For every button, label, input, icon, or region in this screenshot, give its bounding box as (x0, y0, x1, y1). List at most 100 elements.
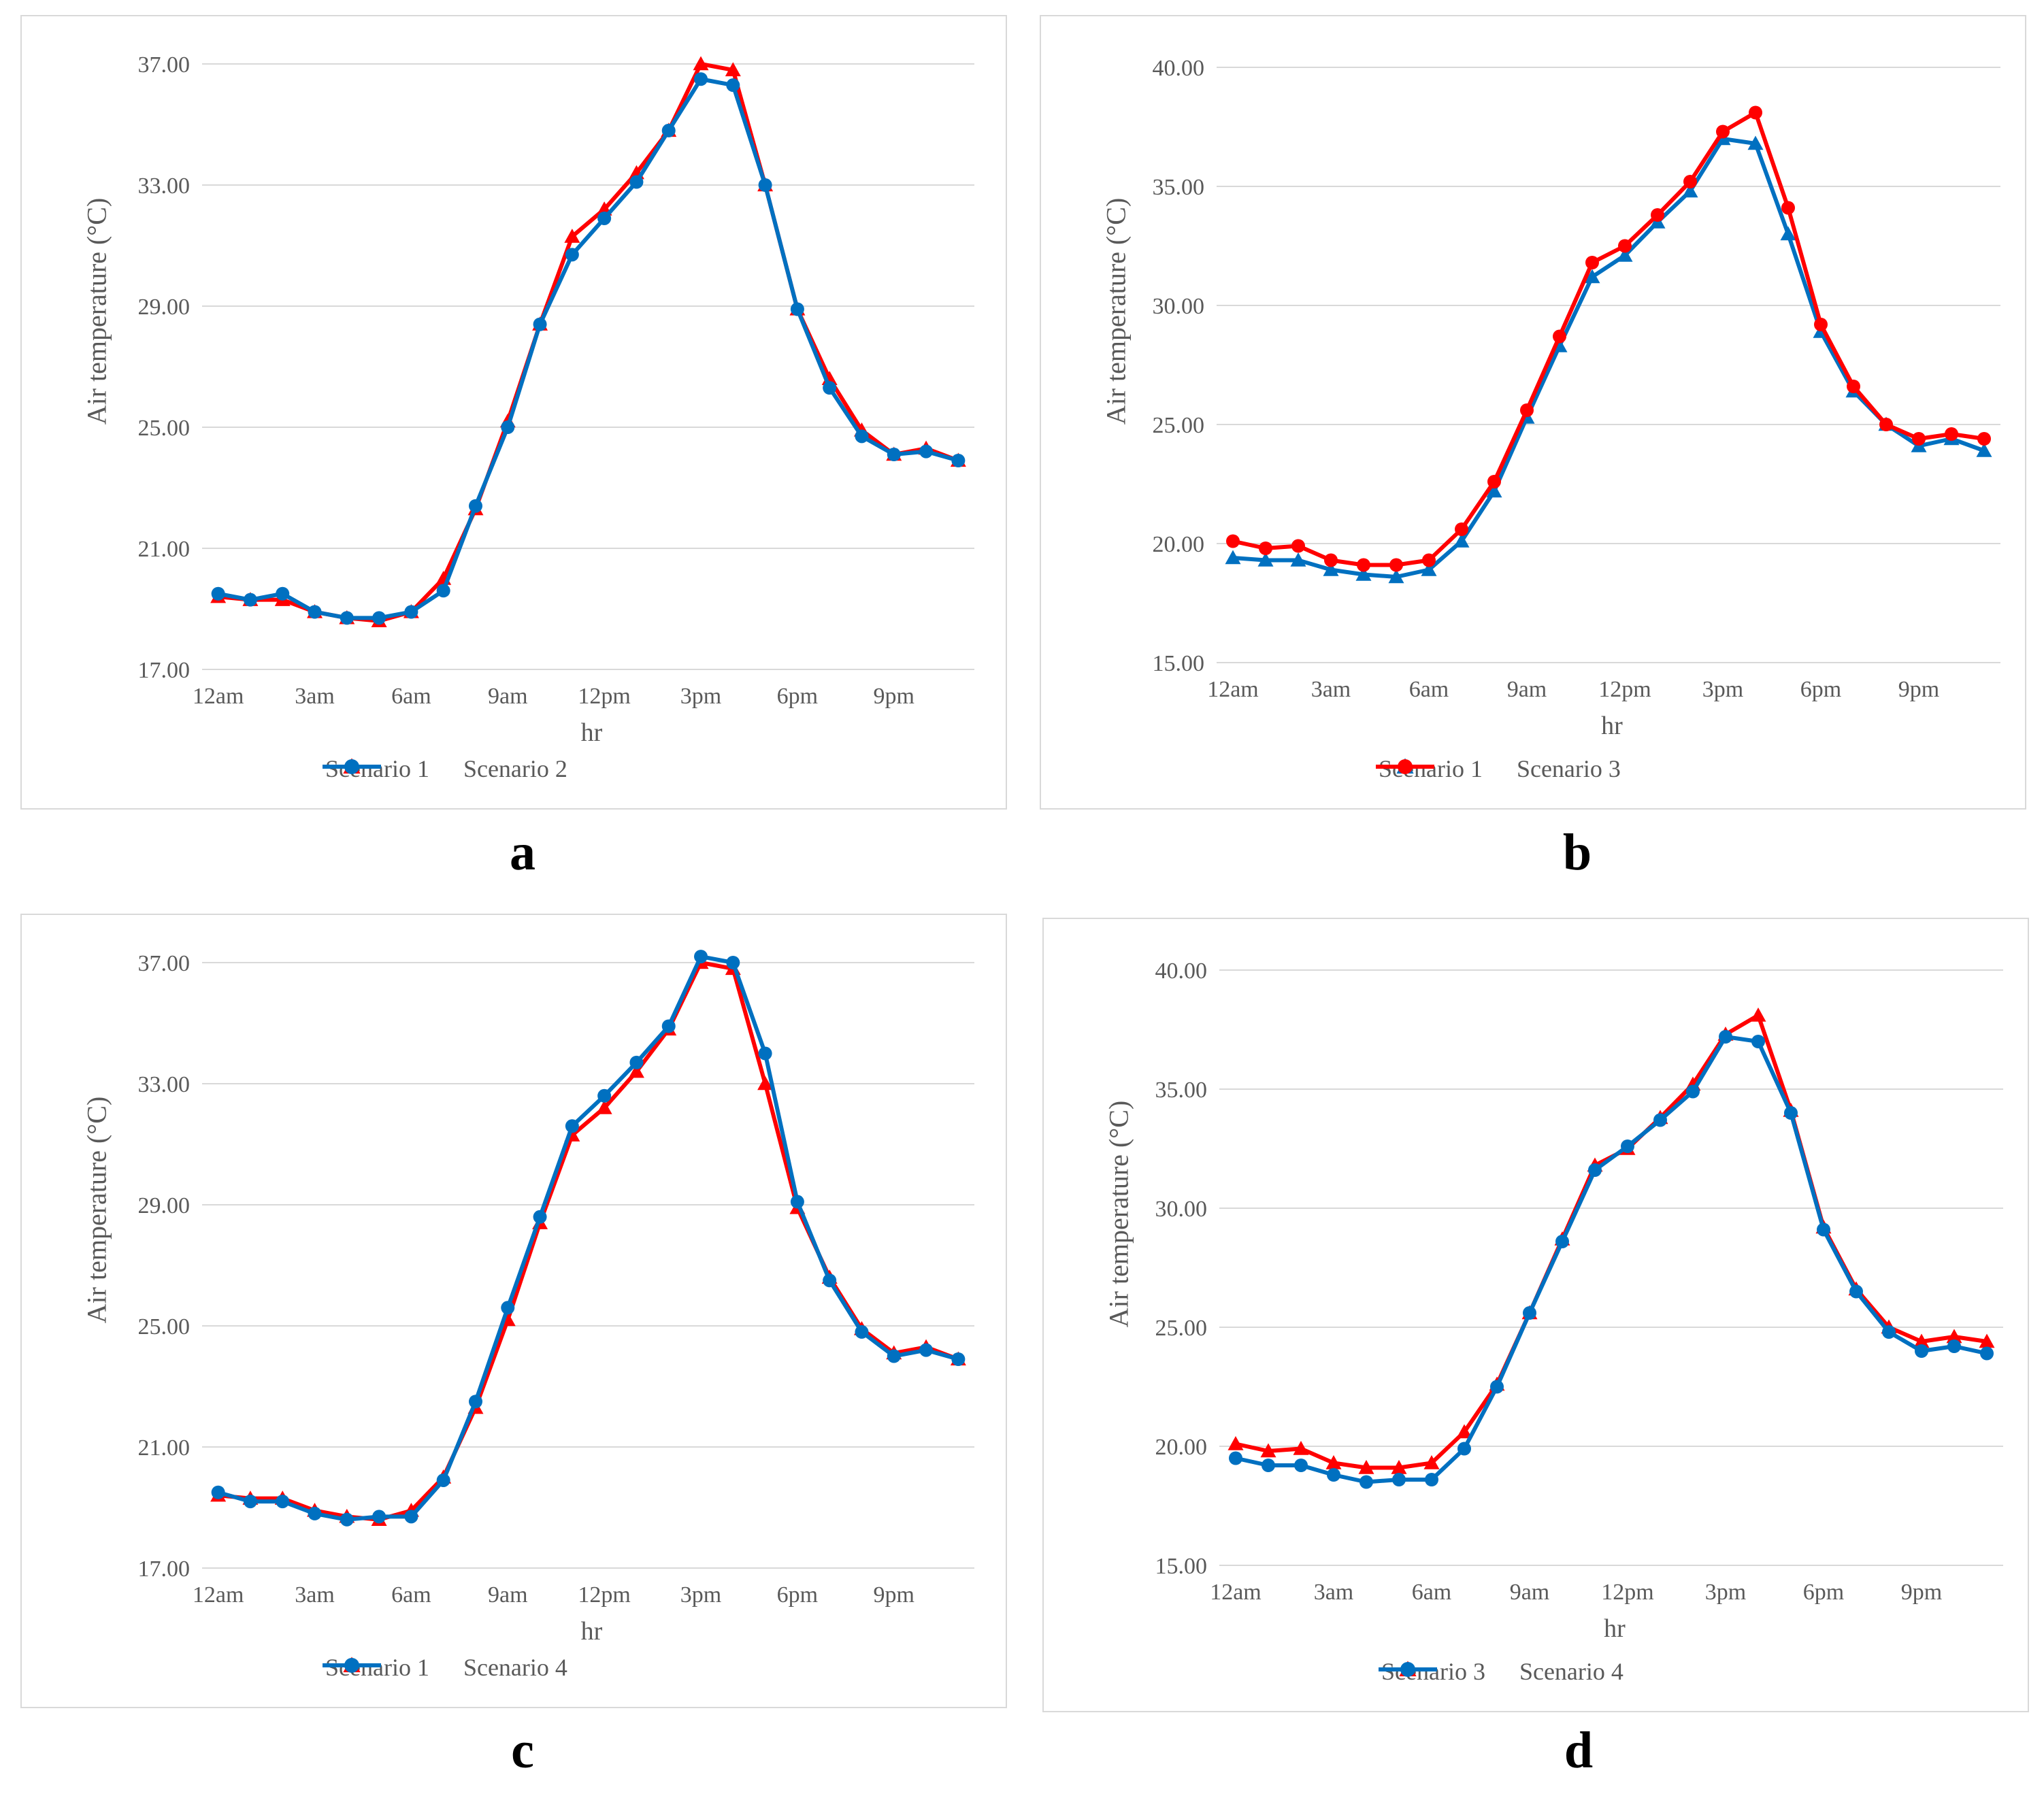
x-tick-label-a-6: 6pm (777, 684, 818, 709)
data-point-b-1-2 (1291, 539, 1305, 553)
legend-icon-c-1 (323, 1658, 381, 1673)
x-tick-label-c-4: 12pm (578, 1582, 630, 1608)
legend-symbol-c-1 (344, 1658, 359, 1673)
data-point-d-1-6 (1425, 1473, 1438, 1486)
data-point-b-1-11 (1585, 256, 1599, 269)
data-point-a-0-16 (725, 62, 741, 77)
chart-panel-a: 17.00 21.00 25.00 29.00 33.00 37.00 12am 3am 6am… (20, 15, 1007, 810)
data-point-c-1-12 (597, 1088, 612, 1103)
data-point-b-1-1 (1259, 542, 1272, 555)
data-point-c-1-19 (823, 1273, 837, 1288)
legend-c: Scenario 1 Scenario 4 (321, 1653, 567, 1682)
y-tick-label-c-4: 33.00 (138, 1072, 191, 1097)
x-tick-label-d-5: 3pm (1705, 1580, 1746, 1605)
data-point-c-1-20 (855, 1325, 869, 1339)
x-tick-label-d-1: 3am (1314, 1580, 1354, 1605)
data-point-d-1-13 (1653, 1113, 1667, 1127)
data-point-c-1-11 (565, 1119, 579, 1133)
legend-label-a-1: Scenario 2 (463, 755, 567, 782)
series-line-b-1 (1232, 110, 1985, 567)
y-tick-label-b-0: 15.00 (1153, 651, 1205, 676)
data-point-d-1-11 (1588, 1163, 1602, 1177)
x-tick-label-b-0: 12am (1207, 677, 1259, 702)
data-point-d-1-9 (1523, 1306, 1536, 1320)
data-point-c-1-4 (340, 1512, 354, 1527)
data-point-a-1-8 (468, 499, 482, 513)
y-tick-label-c-3: 29.00 (138, 1193, 191, 1218)
data-point-a-1-16 (726, 78, 740, 93)
data-point-a-1-19 (823, 381, 837, 395)
caption-d: d (1564, 1722, 1594, 1779)
y-tick-label-a-3: 29.00 (138, 295, 191, 320)
x-tick-label-a-5: 3pm (680, 684, 721, 709)
data-point-d-0-4 (1358, 1460, 1374, 1474)
y-tick-label-c-0: 17.00 (138, 1556, 191, 1582)
data-point-c-0-17 (757, 1076, 774, 1091)
chart-panel-b: 15.00 20.00 25.00 30.00 35.00 40.00 12am 3am 6am… (1040, 15, 2026, 810)
y-tick-label-d-1: 20.00 (1155, 1435, 1208, 1460)
data-point-a-1-10 (533, 317, 547, 331)
x-tick-label-d-4: 12pm (1601, 1580, 1653, 1605)
data-point-b-1-10 (1553, 329, 1566, 344)
x-tick-label-b-7: 9pm (1898, 677, 1939, 702)
y-tick-label-d-2: 25.00 (1155, 1316, 1208, 1341)
data-point-c-1-18 (790, 1195, 804, 1209)
x-tick-label-a-2: 6am (391, 684, 431, 709)
data-point-c-1-7 (436, 1473, 450, 1487)
data-point-a-1-11 (565, 248, 579, 262)
series-line-a-1 (218, 77, 959, 620)
chart-svg-b: 15.00 20.00 25.00 30.00 35.00 40.00 12am 3am 6am… (1153, 56, 2000, 740)
x-tick-label-a-4: 12pm (578, 684, 630, 709)
x-tick-label-a-3: 9am (488, 684, 528, 709)
data-point-d-1-19 (1849, 1284, 1863, 1299)
chart-svg-d: 15.00 20.00 25.00 30.00 35.00 40.00 12am 3am 6am… (1155, 959, 2003, 1643)
data-point-d-1-7 (1457, 1442, 1471, 1456)
data-point-d-1-17 (1784, 1106, 1798, 1120)
y-tick-label-a-5: 37.00 (138, 52, 191, 78)
x-axis-label-c: hr (581, 1617, 603, 1646)
data-point-a-1-15 (694, 72, 708, 86)
data-point-c-1-17 (758, 1046, 772, 1061)
y-tick-label-d-0: 15.00 (1155, 1554, 1208, 1579)
data-point-b-0-2 (1290, 552, 1306, 567)
data-point-c-1-15 (694, 950, 708, 964)
caption-a: a (510, 824, 535, 881)
data-point-c-1-5 (372, 1510, 386, 1524)
data-point-d-0-6 (1423, 1455, 1440, 1469)
y-tick-label-b-4: 35.00 (1153, 175, 1205, 200)
x-tick-label-d-0: 12am (1210, 1580, 1262, 1605)
data-point-d-1-20 (1882, 1325, 1896, 1339)
data-point-a-0-15 (693, 56, 709, 71)
legend-label-b-1: Scenario 3 (1516, 755, 1621, 782)
chart-svg-c: 17.00 21.00 25.00 29.00 33.00 37.00 12am 3am 6am… (138, 950, 974, 1646)
chart-svg-a: 17.00 21.00 25.00 29.00 33.00 37.00 12am 3am 6am… (138, 52, 974, 747)
x-tick-label-c-1: 3am (295, 1582, 335, 1608)
data-point-a-1-12 (597, 211, 612, 225)
data-point-d-1-22 (1947, 1339, 1961, 1353)
y-tick-label-c-2: 25.00 (138, 1314, 191, 1339)
data-point-a-1-5 (372, 611, 386, 625)
chart-panel-d: 15.00 20.00 25.00 30.00 35.00 40.00 12am 3am 6am… (1042, 918, 2029, 1712)
data-point-b-0-8 (1486, 483, 1502, 498)
x-tick-label-b-2: 6am (1409, 677, 1449, 702)
data-point-d-1-21 (1915, 1344, 1928, 1358)
y-axis-label-c: Air temperature (°C) (81, 1096, 112, 1324)
y-axis-label-d: Air temperature (°C) (1103, 1100, 1134, 1328)
y-tick-label-d-4: 35.00 (1155, 1078, 1208, 1103)
x-tick-label-b-6: 6pm (1800, 677, 1841, 702)
data-point-b-1-8 (1487, 475, 1501, 488)
data-point-a-1-22 (919, 444, 934, 459)
series-line-d-1 (1235, 1035, 1988, 1484)
data-point-d-1-8 (1490, 1380, 1504, 1394)
data-point-d-0-22 (1946, 1329, 1962, 1344)
x-tick-label-c-5: 3pm (680, 1582, 721, 1608)
data-point-b-0-12 (1617, 248, 1633, 262)
data-point-a-1-6 (404, 605, 418, 619)
data-point-d-0-0 (1227, 1436, 1244, 1450)
data-point-b-1-18 (1814, 318, 1828, 331)
data-point-b-1-9 (1520, 403, 1534, 417)
data-point-a-1-4 (340, 611, 354, 625)
data-point-d-1-2 (1294, 1459, 1308, 1472)
data-point-b-0-3 (1323, 562, 1339, 576)
data-point-c-1-13 (629, 1055, 644, 1069)
